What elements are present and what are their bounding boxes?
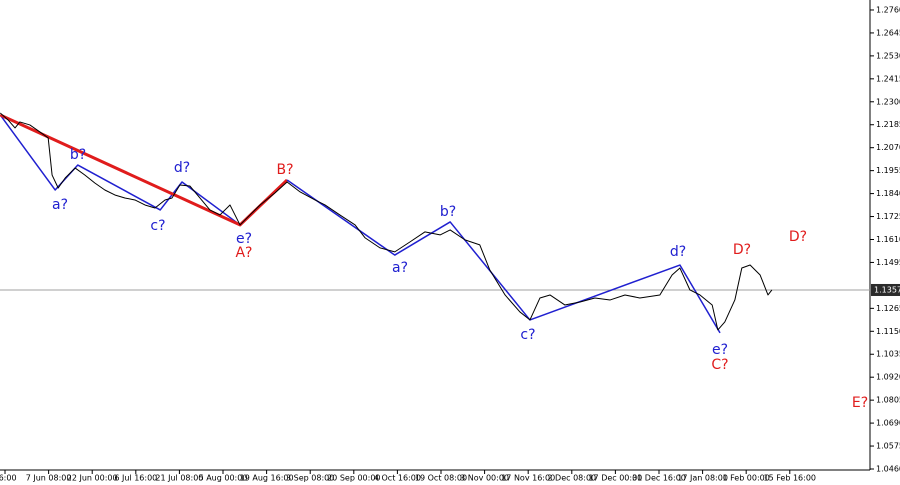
wave-line (286, 179, 721, 334)
wave-label: D? (789, 229, 807, 245)
x-tick-label: 15 Feb 16:00 (764, 474, 816, 483)
y-tick-label: 1.1265 (876, 304, 900, 313)
x-tick-label: 31 Dec 16:00 (632, 474, 686, 483)
y-tick-label: 1.1035 (876, 350, 900, 359)
y-tick-label: 1.0920 (876, 373, 900, 382)
wave-label: D? (733, 242, 751, 258)
y-tick-label: 1.0805 (876, 396, 900, 405)
x-tick-label: 20 Sep 00:00 (327, 474, 380, 483)
y-tick-label: 1.2415 (876, 74, 900, 83)
x-tick-label: 3 Sep 08:00 (286, 474, 334, 483)
wave-label: a? (392, 260, 408, 276)
wave-label: b? (70, 147, 86, 163)
x-tick-label: 4 Oct 16:00 (374, 474, 421, 483)
y-tick-label: 1.2760 (876, 5, 900, 14)
wave-label: E? (852, 395, 868, 411)
x-tick-label: 16:00 (0, 474, 17, 483)
current-price-label: 1.1357 (874, 285, 900, 294)
y-tick-label: 1.0460 (876, 465, 900, 474)
y-tick-label: 1.1150 (876, 327, 900, 336)
y-tick-label: 1.1840 (876, 189, 900, 198)
x-tick-label: 17 Nov 16:00 (501, 474, 555, 483)
y-tick-label: 1.0575 (876, 442, 900, 451)
y-tick-label: 1.0690 (876, 419, 900, 428)
y-tick-label: 1.2070 (876, 143, 900, 152)
y-tick-label: 1.2530 (876, 51, 900, 60)
wave-label: e? (712, 342, 728, 358)
x-tick-label: 19 Oct 08:00 (415, 474, 467, 483)
wave-label: c? (150, 218, 165, 234)
x-tick-label: 17 Dec 00:00 (588, 474, 642, 483)
x-tick-label: 17 Jan 08:00 (677, 474, 728, 483)
wave-label: B? (276, 162, 293, 178)
x-tick-label: 6 Jul 16:00 (114, 474, 157, 483)
wave-label: d? (174, 160, 190, 176)
y-tick-label: 1.1955 (876, 166, 900, 175)
y-tick-label: 1.2645 (876, 28, 900, 37)
wave-label: A? (235, 245, 252, 261)
price-line (0, 112, 773, 331)
x-tick-label: 5 Aug 00:00 (199, 474, 248, 483)
y-tick-label: 1.1495 (876, 258, 900, 267)
x-tick-label: 19 Aug 16:00 (240, 474, 294, 483)
wave-label: b? (440, 204, 456, 220)
wave-line (0, 113, 289, 227)
x-tick-label: 7 Jun 08:00 (26, 474, 72, 483)
x-tick-label: 3 Nov 00:00 (460, 474, 509, 483)
x-tick-label: 2 Dec 08:00 (547, 474, 596, 483)
y-tick-label: 1.2300 (876, 97, 900, 106)
wave-label: C? (711, 357, 728, 373)
x-tick-label: 1 Feb 00:00 (722, 474, 769, 483)
wave-label: d? (670, 244, 686, 260)
wave-line (0, 114, 241, 226)
wave-label: c? (520, 327, 535, 343)
y-tick-label: 1.1610 (876, 235, 900, 244)
current-price-box (871, 283, 900, 296)
wave-label: a? (52, 197, 68, 213)
x-tick-label: 21 Jul 08:00 (155, 474, 203, 483)
y-tick-label: 1.2185 (876, 120, 900, 129)
wave-label: e? (236, 231, 252, 247)
y-tick-label: 1.1725 (876, 212, 900, 221)
x-tick-label: 22 Jun 00:00 (67, 474, 118, 483)
